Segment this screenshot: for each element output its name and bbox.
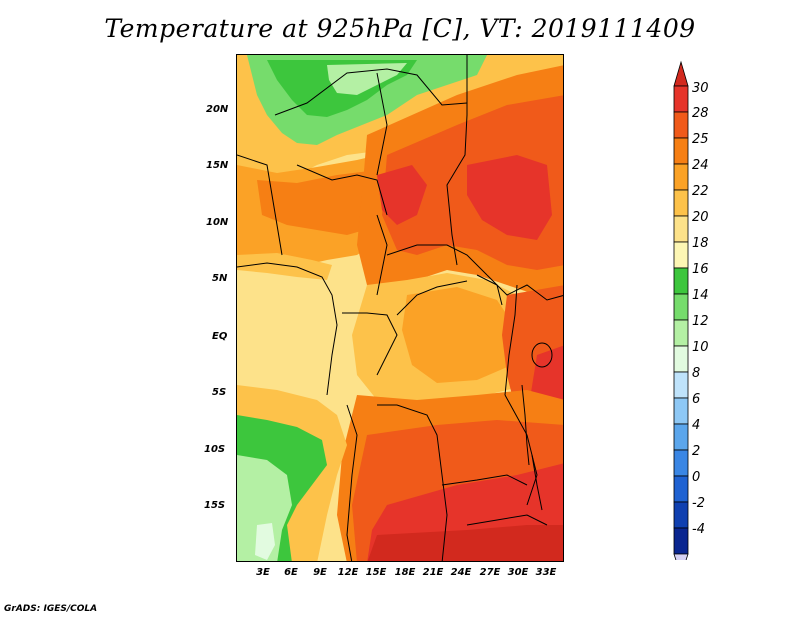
lon-label: 27E — [479, 567, 501, 578]
field-congo-mid — [402, 287, 517, 383]
colorbar-label: 6 — [692, 392, 701, 407]
lat-label: 20N — [206, 104, 229, 115]
colorbar-label: 28 — [692, 106, 709, 121]
colorbar-segment — [673, 137, 689, 165]
lon-label: 21E — [422, 567, 444, 578]
colorbar-segment — [673, 319, 689, 347]
lon-label: 30E — [507, 567, 529, 578]
lon-label: 18E — [394, 567, 416, 578]
lon-label: 15E — [365, 567, 387, 578]
lon-label: 6E — [284, 567, 298, 578]
temperature-map — [237, 55, 563, 561]
colorbar-segment — [673, 241, 689, 269]
colorbar-segment — [673, 371, 689, 399]
lakes — [521, 342, 553, 511]
colorbar-label: 22 — [692, 184, 709, 199]
map-frame — [236, 54, 564, 562]
field-north-light — [327, 63, 407, 95]
lat-label: 15S — [204, 500, 226, 511]
lon-label: 3E — [256, 567, 270, 578]
colorbar-label: 0 — [692, 470, 701, 485]
field-atlantic-pale — [255, 523, 275, 560]
figure-title: Temperature at 925hPa [C], VT: 201911140… — [104, 14, 696, 43]
colorbar-segment — [673, 267, 689, 295]
colorbar-label: 20 — [692, 210, 709, 225]
colorbar-segment — [673, 397, 689, 425]
colorbar-label: 30 — [692, 81, 709, 96]
colorbar-segment — [673, 423, 689, 451]
colorbar-label: 10 — [692, 340, 709, 355]
lon-label: 33E — [535, 567, 557, 578]
field-south-extreme — [367, 525, 563, 561]
field-west-hot — [257, 170, 382, 235]
lat-label: 5S — [212, 387, 227, 398]
colorbar-label: -4 — [692, 522, 705, 537]
lat-label: 5N — [212, 273, 228, 284]
colorbar-label: 24 — [692, 158, 709, 173]
colorbar-label: -2 — [692, 496, 705, 511]
lat-label: 15N — [206, 160, 229, 171]
lon-label: 24E — [450, 567, 472, 578]
colorbar-label: 25 — [692, 132, 709, 147]
lon-label: 9E — [313, 567, 327, 578]
credit-text: GrADS: IGES/COLA — [4, 604, 98, 614]
colorbar-segment — [673, 189, 689, 217]
colorbar-segment — [673, 215, 689, 243]
colorbar-segment — [673, 293, 689, 321]
colorbar-label: 14 — [692, 288, 709, 303]
field-atlantic-light — [237, 455, 292, 561]
colorbar-segment — [673, 111, 689, 139]
field-coast-strip — [237, 253, 332, 280]
colorbar-segment — [673, 345, 689, 373]
colorbar-segment — [673, 527, 689, 555]
lat-label: 10N — [206, 217, 229, 228]
lat-label: EQ — [212, 331, 228, 342]
country-borders — [237, 55, 563, 561]
colorbar-label: 12 — [692, 314, 709, 329]
colorbar-segment — [673, 501, 689, 529]
colorbar-segment — [673, 449, 689, 477]
colorbar — [673, 60, 689, 560]
colorbar-segment — [673, 163, 689, 191]
colorbar-segment — [673, 85, 689, 113]
lon-label: 12E — [337, 567, 359, 578]
colorbar-segment — [673, 475, 689, 503]
lat-label: 10S — [204, 444, 226, 455]
colorbar-label: 2 — [692, 444, 701, 459]
colorbar-over-arrow — [673, 60, 689, 87]
colorbar-label: 16 — [692, 262, 709, 277]
colorbar-under-arrow — [673, 553, 689, 560]
field-east-hottest — [467, 155, 552, 240]
field-chad-hot — [377, 165, 427, 225]
colorbar-label: 4 — [692, 418, 701, 433]
colorbar-label: 18 — [692, 236, 709, 251]
colorbar-label: 8 — [692, 366, 701, 381]
